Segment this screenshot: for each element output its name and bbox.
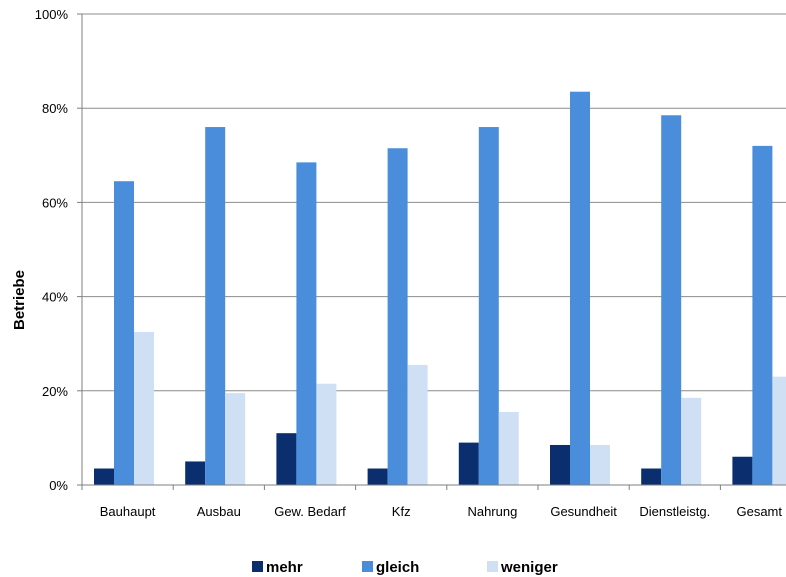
bar-gleich-3 [387, 148, 408, 486]
x-tick-label: Nahrung [467, 504, 517, 519]
y-tick-label: 20% [42, 384, 68, 399]
bar-mehr-5 [550, 444, 570, 485]
bar-weniger-3 [407, 364, 428, 485]
legend-swatch-weniger [487, 561, 498, 572]
x-tick-label: Gew. Bedarf [274, 504, 346, 519]
legend: mehr gleich weniger [252, 559, 558, 576]
x-tick-labels: Bauhaupt Ausbau Gew. Bedarf Kfz Nahrung Gesun… [100, 504, 783, 519]
bars [94, 91, 786, 486]
bar-gleich-2 [296, 162, 317, 486]
y-tick-label: 40% [42, 290, 68, 305]
bar-mehr-4 [458, 442, 479, 485]
x-tick-label: Dienstleistg. [639, 504, 710, 519]
y-tick-label: 80% [42, 101, 68, 116]
x-tick-label: Gesundheit [550, 504, 617, 519]
y-axis-label: Betriebe [11, 270, 28, 330]
bar-mehr-7 [732, 456, 753, 485]
x-tick-label: Bauhaupt [100, 504, 156, 519]
bar-gleich-0 [114, 181, 134, 485]
bar-gleich-1 [205, 127, 226, 485]
bar-weniger-2 [316, 383, 337, 485]
bar-gleich-7 [752, 145, 773, 485]
axes [77, 13, 786, 490]
bar-weniger-4 [498, 411, 519, 485]
legend-label-mehr: mehr [266, 559, 303, 576]
x-tick-label: Ausbau [197, 504, 241, 519]
legend-label-gleich: gleich [376, 559, 419, 576]
legend-label-weniger: weniger [500, 559, 558, 576]
x-tick-label: Kfz [392, 504, 411, 519]
bar-mehr-0 [94, 468, 114, 485]
bar-gleich-6 [661, 115, 682, 485]
y-tick-label: 0% [49, 478, 68, 493]
bar-weniger-6 [681, 397, 702, 485]
y-tick-label: 100% [35, 7, 69, 22]
y-tick-labels: 0% 20% 40% 60% 80% 100% [35, 7, 69, 493]
bar-mehr-1 [185, 461, 206, 485]
bar-weniger-0 [134, 331, 154, 485]
bar-mehr-6 [641, 468, 662, 485]
legend-swatch-gleich [362, 561, 373, 572]
x-tick-label: Gesamt [736, 504, 782, 519]
bar-weniger-5 [590, 444, 610, 485]
bar-gleich-4 [478, 127, 499, 485]
bar-mehr-3 [367, 468, 388, 485]
bar-gleich-5 [570, 91, 590, 485]
bar-weniger-1 [225, 393, 246, 485]
y-tick-label: 60% [42, 195, 68, 210]
legend-swatch-mehr [252, 561, 263, 572]
bar-mehr-2 [276, 433, 297, 485]
bar-weniger-7 [772, 376, 786, 485]
